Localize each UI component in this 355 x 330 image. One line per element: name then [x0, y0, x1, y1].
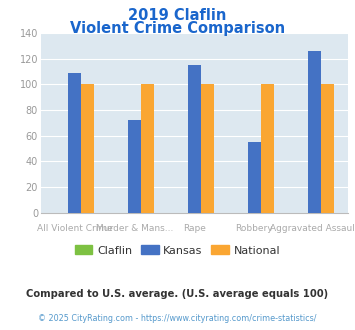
- Text: © 2025 CityRating.com - https://www.cityrating.com/crime-statistics/: © 2025 CityRating.com - https://www.city…: [38, 314, 317, 323]
- Bar: [81, 84, 94, 213]
- Text: All Violent Crime: All Violent Crime: [37, 224, 113, 233]
- Text: Compared to U.S. average. (U.S. average equals 100): Compared to U.S. average. (U.S. average …: [26, 289, 329, 299]
- Text: Robbery: Robbery: [235, 224, 273, 233]
- Text: Violent Crime Comparison: Violent Crime Comparison: [70, 21, 285, 36]
- Text: Rape: Rape: [183, 224, 206, 233]
- Bar: [141, 84, 154, 213]
- Bar: [261, 84, 274, 213]
- Bar: [188, 65, 201, 213]
- Bar: [68, 73, 81, 213]
- Text: 2019 Claflin: 2019 Claflin: [128, 8, 227, 23]
- Bar: [248, 142, 261, 213]
- Text: Aggravated Assault: Aggravated Assault: [270, 224, 355, 233]
- Bar: [128, 120, 141, 213]
- Text: Murder & Mans...: Murder & Mans...: [96, 224, 173, 233]
- Bar: [307, 51, 321, 213]
- Bar: [321, 84, 334, 213]
- Bar: [201, 84, 214, 213]
- Legend: Claflin, Kansas, National: Claflin, Kansas, National: [70, 241, 285, 260]
